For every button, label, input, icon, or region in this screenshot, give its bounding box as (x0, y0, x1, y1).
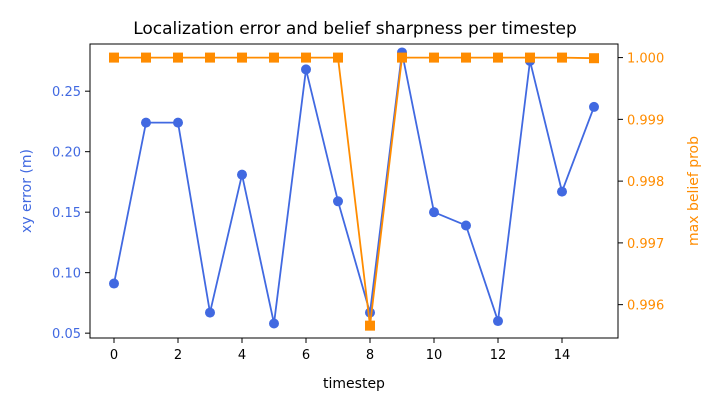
y-tick-label-right: 0.999 (627, 113, 664, 128)
data-point-left (237, 169, 247, 180)
data-point-right (493, 52, 503, 63)
series-line-right (114, 56, 595, 327)
data-point-right (141, 52, 151, 63)
y-axis-label-left: xy error (m) (19, 149, 35, 233)
y-tick-label-left: 0.15 (52, 206, 81, 221)
data-point-left (429, 207, 439, 218)
series-line-left (113, 51, 595, 325)
data-point-right (365, 320, 375, 331)
data-point-left (301, 64, 311, 75)
y-tick-label-right: 1.000 (627, 52, 664, 67)
data-point-right (589, 53, 599, 64)
data-point-left (141, 117, 151, 128)
x-tick-label: 6 (302, 348, 310, 363)
data-point-left (493, 316, 503, 327)
y-tick-label-left: 0.20 (52, 146, 81, 161)
data-point-right (557, 52, 567, 63)
x-tick-label: 0 (110, 348, 118, 363)
x-tick-label: 14 (554, 348, 571, 363)
data-point-left (109, 278, 119, 289)
data-point-right (525, 52, 535, 63)
x-tick-label: 8 (366, 348, 374, 363)
data-point-left (205, 307, 215, 318)
x-tick-label: 4 (238, 348, 246, 363)
data-point-left (173, 117, 183, 128)
data-point-left (365, 307, 375, 318)
data-point-left (269, 318, 279, 329)
data-point-right (205, 52, 215, 63)
data-point-right (301, 52, 311, 63)
y-tick-label-right: 0.996 (627, 299, 664, 314)
y-tick-label-left: 0.05 (52, 327, 81, 342)
data-point-right (461, 52, 471, 63)
data-point-left (589, 101, 599, 112)
y-tick-label-left: 0.25 (52, 85, 81, 100)
data-point-left (461, 220, 471, 231)
x-tick-label: 12 (490, 348, 507, 363)
chart-title: Localization error and belief sharpness … (133, 19, 577, 39)
plot-area (109, 47, 599, 331)
axes: 0 2 4 6 8 10 12 14 0.05 0.10 0.15 0.20 0.25 0.996 0.99… (52, 43, 664, 363)
y-tick-label-left: 0.10 (52, 267, 81, 282)
y-axis-label-right: max belief prob (686, 136, 702, 246)
x-tick-label: 10 (426, 348, 443, 363)
data-point-right (397, 52, 407, 63)
plot-frame (89, 43, 619, 339)
y-tick-label-right: 0.997 (627, 237, 664, 252)
data-point-right (237, 52, 247, 63)
x-axis-label: timestep (323, 376, 385, 392)
data-point-left (557, 186, 567, 197)
y-tick-label-right: 0.998 (627, 175, 664, 190)
data-point-right (429, 52, 439, 63)
x-tick-label: 2 (174, 348, 182, 363)
data-point-right (269, 52, 279, 63)
data-point-right (109, 52, 119, 63)
data-point-right (333, 52, 343, 63)
data-point-right (173, 52, 183, 63)
data-point-left (333, 196, 343, 207)
